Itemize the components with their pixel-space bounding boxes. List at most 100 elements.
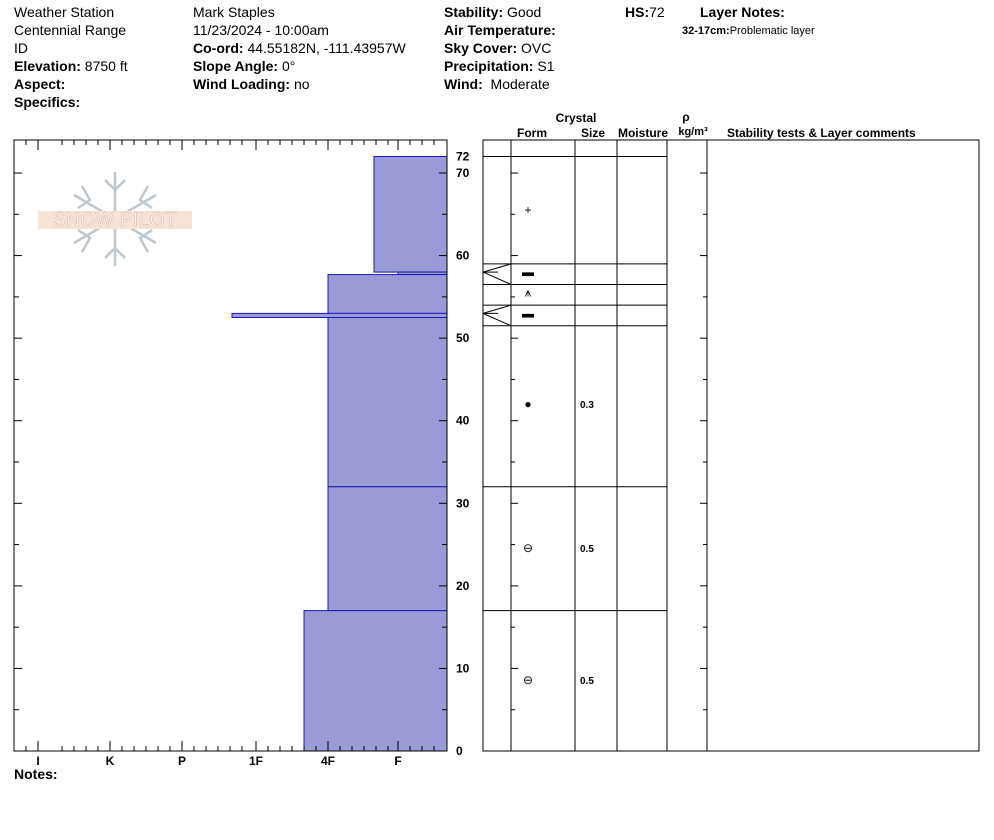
hs-label: HS: [625, 4, 650, 20]
layer-note-text: Problematic layer [729, 25, 815, 37]
sky-cover-value: OVC [521, 40, 552, 56]
x-tick-label: I [36, 754, 39, 768]
grain-size-label: 0.5 [580, 676, 594, 687]
elevation-value: 8750 ft [84, 58, 128, 74]
grain-size-labels: 0.3 0.5 0.5 [580, 400, 594, 687]
grain-form-symbol: ⩚ [525, 286, 532, 300]
layer-pointers [482, 263, 512, 327]
hardness-layer-bar [327, 274, 448, 314]
coord-label: Co-ord: [193, 40, 244, 56]
slope-value: 0° [281, 58, 296, 74]
hardness-layer-bar [327, 317, 448, 488]
grain-form-symbol: ⊖ [523, 673, 533, 687]
sky-cover-label: Sky Cover: [444, 40, 518, 56]
air-temp-label: Air Temperature: [444, 22, 556, 38]
coord-value: 44.55182N, -111.43957W [247, 40, 406, 56]
hs-value: 72 [649, 4, 665, 20]
layer-note-range: 32-17cm: [682, 25, 730, 37]
y-tick-label: 70 [456, 166, 470, 180]
y-tick-label: 60 [456, 249, 470, 263]
state-name: ID [14, 40, 28, 56]
layer-pointer-line [482, 263, 512, 273]
coord-row: Co-ord: 44.55182N, -111.43957W [193, 39, 406, 57]
notes-label: Notes: [14, 766, 58, 782]
y-tick-label: 0 [456, 744, 463, 758]
form-header: Form [517, 126, 547, 140]
air-temp-row: Air Temperature: [444, 21, 556, 39]
elevation-row: Elevation: 8750 ft [14, 57, 128, 75]
y-tick-label: 50 [456, 331, 470, 345]
layer-notes-label: Layer Notes: [700, 4, 785, 20]
layer-table: Crystal Form Size Moisture ρ kg/m³ Stabi… [482, 110, 980, 752]
grain-form-symbol: ▬ [522, 306, 534, 320]
slope-label: Slope Angle: [193, 58, 279, 74]
precipitation-label: Precipitation: [444, 58, 534, 74]
aspect-label: Aspect: [14, 76, 66, 92]
grain-size-label: 0.5 [580, 544, 594, 555]
y-tick-label: 30 [456, 496, 470, 510]
layer-pointer-line [482, 304, 512, 314]
layer-pointer-line [482, 271, 512, 285]
y-tick-label: 20 [456, 579, 470, 593]
precipitation-row: Precipitation: S1 [444, 57, 554, 75]
y-top-label: 72 [456, 149, 470, 163]
wind-row: Wind: Moderate [444, 75, 550, 93]
table-frame [482, 139, 980, 752]
wind-loading-value: no [293, 76, 310, 92]
stability-value: Good [507, 4, 542, 20]
y-tick-label: 10 [456, 661, 470, 675]
slope-row: Slope Angle: 0° [193, 57, 295, 75]
stability-label: Stability: [444, 4, 504, 20]
rho-header: ρ [682, 110, 689, 124]
wind-loading-row: Wind Loading: no [193, 75, 310, 93]
grain-form-symbol: ● [524, 397, 531, 411]
x-tick-label: 1F [249, 754, 263, 768]
x-tick-label: P [178, 754, 186, 768]
stability-row: Stability: Good [444, 3, 541, 21]
comments-header: Stability tests & Layer comments [727, 126, 916, 140]
logo-text: SNOW PILOT [53, 210, 177, 231]
layer-pointer-line [482, 312, 512, 327]
hardness-layers [231, 155, 448, 752]
specifics-label: Specifics: [14, 94, 81, 110]
layer-note-row: 32-17cm:Problematic layer [682, 22, 815, 40]
x-tick-label: K [106, 754, 115, 768]
x-tick-label: F [394, 754, 401, 768]
specifics-row: Specifics: [14, 93, 80, 111]
grain-size-label: 0.3 [580, 400, 594, 411]
grain-form-symbol: ⊖ [523, 541, 533, 555]
observer-name: Mark Staples [193, 4, 275, 20]
table-layer-lines [483, 155, 667, 612]
wind-loading-label: Wind Loading: [193, 76, 291, 92]
hardness-plot: I K P 1F 4F F 0 10 20 30 40 50 60 70 72 [13, 139, 470, 768]
notes-row: Notes: [14, 765, 58, 783]
wind-label: Wind: [444, 76, 483, 92]
snowpilot-logo: SNOW PILOT [38, 172, 192, 266]
grain-form-symbol: ▬ [522, 265, 534, 279]
wind-value: Moderate [490, 76, 550, 92]
hardness-layer-bar [373, 155, 448, 273]
precipitation-value: S1 [537, 58, 555, 74]
logo-band [38, 211, 192, 229]
x-tick-label: 4F [321, 754, 335, 768]
grain-form-symbol: + [524, 203, 531, 217]
hardness-layer-bar [231, 312, 448, 319]
observation-datetime: 11/23/2024 - 10:00am [193, 22, 329, 38]
elevation-label: Elevation: [14, 58, 81, 74]
x-axis-ticks: I K P 1F 4F F [25, 140, 435, 768]
table-height-ticks [511, 172, 707, 752]
moisture-header: Moisture [618, 126, 668, 140]
layer-notes-heading: Layer Notes: [700, 3, 785, 21]
hardness-layer-bar [327, 486, 448, 612]
sky-cover-row: Sky Cover: OVC [444, 39, 551, 57]
y-tick-label: 40 [456, 414, 470, 428]
y-axis-ticks: 0 10 20 30 40 50 60 70 72 [14, 149, 470, 758]
range-name: Centennial Range [14, 22, 127, 38]
grain-form-symbols: + ▬ ⩚ ▬ ● ⊖ ⊖ [522, 203, 534, 687]
station-name: Weather Station [14, 4, 115, 20]
size-header: Size [581, 126, 605, 140]
density-unit-header: kg/m³ [678, 126, 708, 138]
crystal-header: Crystal [556, 111, 597, 125]
hardness-layer-bar [303, 610, 448, 752]
